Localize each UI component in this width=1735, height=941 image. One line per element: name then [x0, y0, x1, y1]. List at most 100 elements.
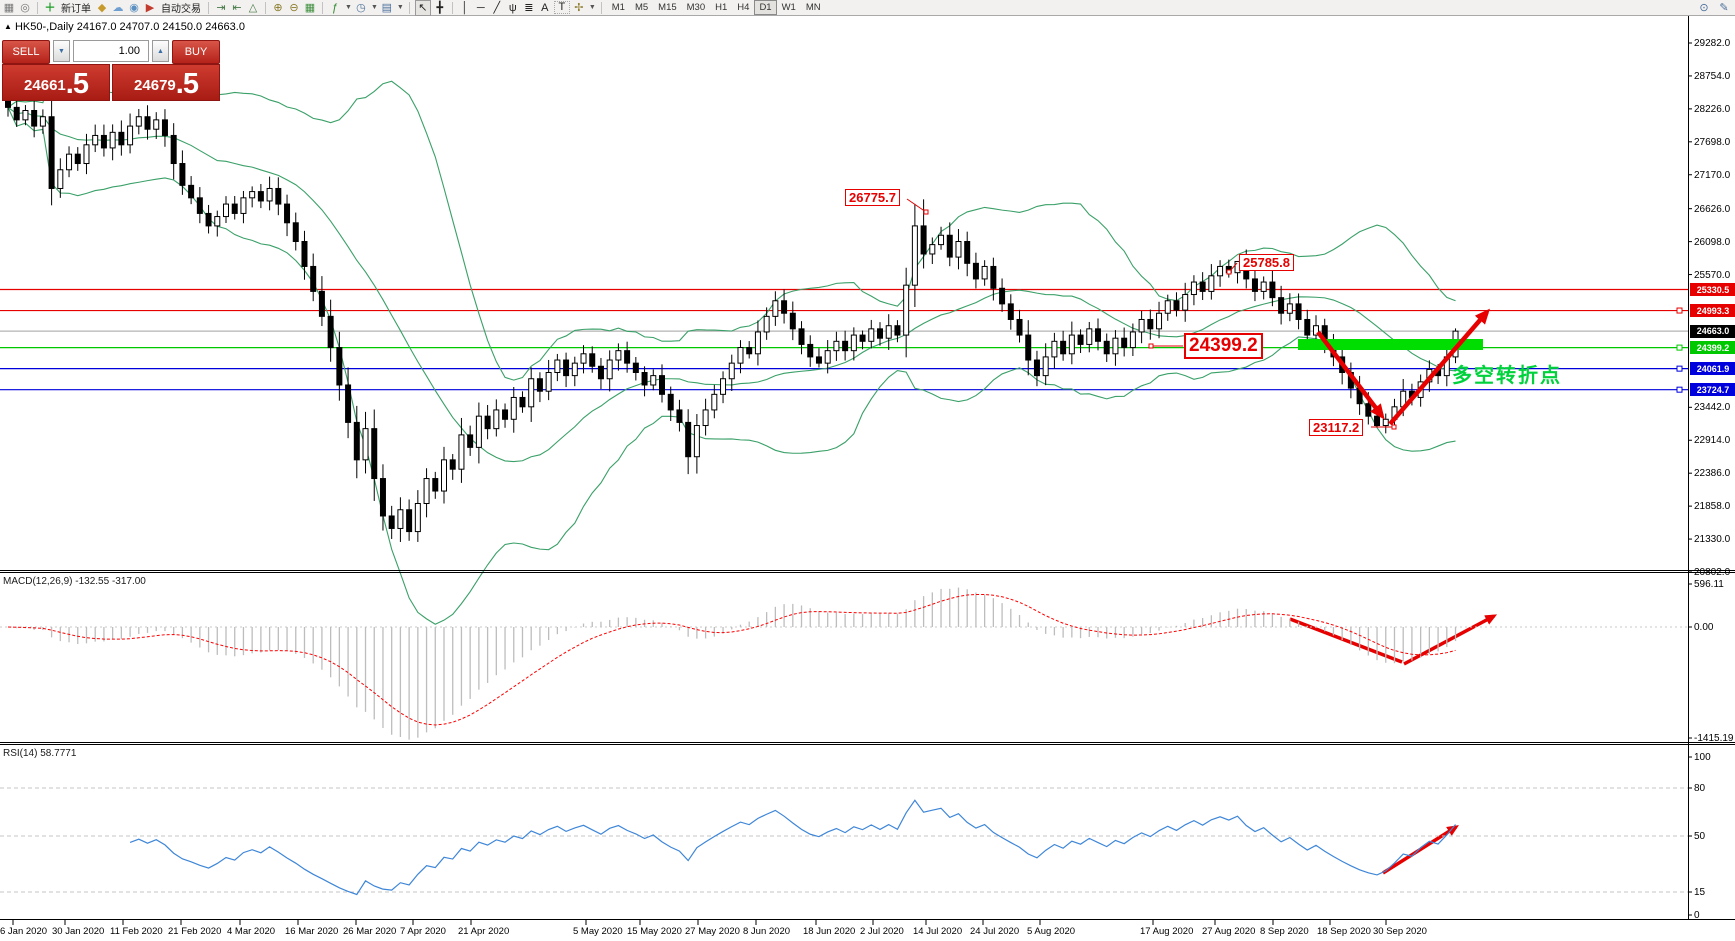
signal-icon[interactable]: ◉	[129, 1, 139, 14]
timeframe-H4[interactable]: H4	[737, 2, 750, 13]
date-axis-label[interactable]: 18 Jun 2020	[803, 926, 856, 937]
volume-decrease-button[interactable]: ▼	[53, 40, 70, 62]
rsi-arrow-up[interactable]	[1382, 825, 1459, 875]
date-axis-label[interactable]: 5 May 2020	[573, 926, 623, 937]
vertical-line-icon[interactable]: │	[461, 1, 469, 14]
edit-icon[interactable]: ✎	[1719, 1, 1729, 14]
date-axis-label[interactable]: 17 Aug 2020	[1140, 926, 1194, 937]
coin-icon[interactable]: ◆	[97, 1, 107, 14]
buy-price-box[interactable]: 24679 .5	[112, 64, 220, 101]
line-handle[interactable]	[1676, 307, 1683, 314]
price-callout[interactable]: 23117.2	[1309, 419, 1364, 436]
templates-dropdown-icon[interactable]: ▼	[396, 4, 404, 11]
indicators-icon[interactable]: ƒ	[331, 1, 339, 14]
date-axis-label[interactable]: 8 Sep 2020	[1260, 926, 1309, 937]
new-order-icon[interactable]: ＋	[44, 1, 56, 14]
callout-anchor[interactable]	[1148, 343, 1154, 349]
volume-increase-button[interactable]: ▲	[152, 40, 169, 62]
sell-price-box[interactable]: 24661 .5	[2, 64, 110, 101]
macd-trend-line[interactable]	[1289, 617, 1403, 664]
date-axis-label[interactable]: 30 Sep 2020	[1373, 926, 1427, 937]
trend-arrow-up[interactable]	[1388, 308, 1490, 426]
zoom-in-icon[interactable]: ⊕	[273, 1, 283, 14]
date-axis-label[interactable]: 18 Sep 2020	[1317, 926, 1371, 937]
timeframe-H1[interactable]: H1	[715, 2, 728, 13]
date-axis-label[interactable]: 24 Jul 2020	[970, 926, 1020, 937]
date-axis-label[interactable]: 7 Apr 2020	[400, 926, 446, 937]
new-order-button[interactable]: 新订单	[61, 4, 91, 15]
price-callout[interactable]: 25785.8	[1239, 254, 1294, 271]
sell-button[interactable]: SELL	[2, 40, 50, 64]
line-handle[interactable]	[1676, 344, 1683, 351]
shapes-dropdown-icon[interactable]: ▼	[588, 4, 596, 11]
date-axis-label[interactable]: 27 May 2020	[685, 926, 740, 937]
line-handle[interactable]	[1676, 365, 1683, 372]
date-axis-label[interactable]: 4 Mar 2020	[227, 926, 276, 937]
candle-body	[31, 109, 38, 127]
date-axis-label[interactable]: 8 Jun 2020	[743, 926, 791, 937]
buy-button[interactable]: BUY	[172, 40, 220, 64]
date-axis-label[interactable]: 14 Jul 2020	[913, 926, 963, 937]
auto-trading-icon[interactable]: ▶	[145, 1, 155, 14]
date-axis-label[interactable]: 30 Jan 2020	[52, 926, 105, 937]
support-zone-rect[interactable]	[1298, 339, 1483, 350]
chart-macd-separator[interactable]	[0, 572, 1735, 573]
date-axis-label[interactable]: 21 Feb 2020	[168, 926, 222, 937]
chart-macd-separator[interactable]	[0, 570, 1735, 571]
price-callout[interactable]: 24399.2	[1184, 333, 1263, 359]
fibonacci-icon[interactable]: ψ	[508, 1, 517, 14]
candle-body	[371, 428, 378, 480]
date-axis-label[interactable]: 21 Apr 2020	[458, 926, 510, 937]
chart-shift-icon[interactable]: ⇥	[216, 1, 226, 14]
text-icon[interactable]: A	[541, 1, 549, 14]
price-callout[interactable]: 26775.7	[845, 189, 900, 206]
timeframe-M30[interactable]: M30	[686, 2, 706, 13]
cursor-icon[interactable]: ↖	[414, 0, 431, 16]
timeframe-M15[interactable]: M15	[658, 2, 677, 13]
zoom-out-icon[interactable]: ⊖	[289, 1, 299, 14]
chart-window-icon[interactable]: ▦	[3, 1, 15, 14]
templates-icon[interactable]: ▤	[381, 1, 393, 14]
date-axis-label[interactable]: 27 Aug 2020	[1202, 926, 1256, 937]
market-watch-icon[interactable]: ◎	[20, 1, 30, 14]
text-label-icon[interactable]: T	[553, 1, 570, 14]
callout-anchor[interactable]	[923, 209, 929, 215]
callout-anchor[interactable]	[1226, 269, 1232, 275]
turning-point-annotation[interactable]: 多空转折点	[1452, 365, 1562, 387]
timeframe-W1[interactable]: W1	[781, 2, 796, 13]
crosshair-icon[interactable]: ╋	[436, 1, 444, 14]
timeframe-D1[interactable]: D1	[754, 0, 777, 15]
cloud-icon[interactable]: ☁	[112, 1, 124, 14]
price-axis-spine[interactable]	[1688, 16, 1689, 920]
timeframe-M1[interactable]: M1	[611, 2, 625, 13]
date-axis-label[interactable]: 26 Mar 2020	[343, 926, 397, 937]
date-axis-label[interactable]: 15 May 2020	[627, 926, 682, 937]
chart-scale-icon[interactable]: △	[248, 1, 258, 14]
trend-arrow-down[interactable]	[1316, 330, 1385, 420]
andrews-icon[interactable]: ≣	[524, 1, 534, 14]
date-axis-label[interactable]: 5 Aug 2020	[1027, 926, 1076, 937]
macd-rsi-separator[interactable]	[0, 742, 1735, 743]
indicators-dropdown-icon[interactable]: ▼	[345, 4, 352, 11]
macd-rsi-separator[interactable]	[0, 744, 1735, 745]
date-axis-label[interactable]: 11 Feb 2020	[110, 926, 163, 937]
timeframe-MN[interactable]: MN	[805, 2, 821, 13]
date-axis-label[interactable]: 2 Jul 2020	[860, 926, 904, 937]
chart-autoscroll-icon[interactable]: ⇤	[232, 1, 242, 14]
periods-icon[interactable]: ◷	[356, 1, 366, 14]
callout-anchor[interactable]	[1391, 424, 1397, 430]
shapes-icon[interactable]: ✢	[574, 1, 584, 14]
trendline-icon[interactable]: ╱	[493, 1, 501, 14]
periods-dropdown-icon[interactable]: ▼	[370, 4, 378, 11]
volume-input[interactable]: 1.00	[73, 40, 149, 62]
search-icon[interactable]: ⊙	[1699, 1, 1709, 14]
auto-trading-button[interactable]: 自动交易	[161, 4, 201, 15]
date-axis-label[interactable]: 6 Jan 2020	[0, 926, 48, 937]
macd-arrow-up[interactable]	[1403, 614, 1498, 666]
horizontal-line-icon[interactable]: ─	[476, 1, 485, 14]
date-axis-label[interactable]: 16 Mar 2020	[285, 926, 339, 937]
timeframe-M5[interactable]: M5	[634, 2, 649, 13]
tile-windows-icon[interactable]: ▦	[304, 1, 316, 14]
line-handle[interactable]	[1676, 386, 1683, 393]
